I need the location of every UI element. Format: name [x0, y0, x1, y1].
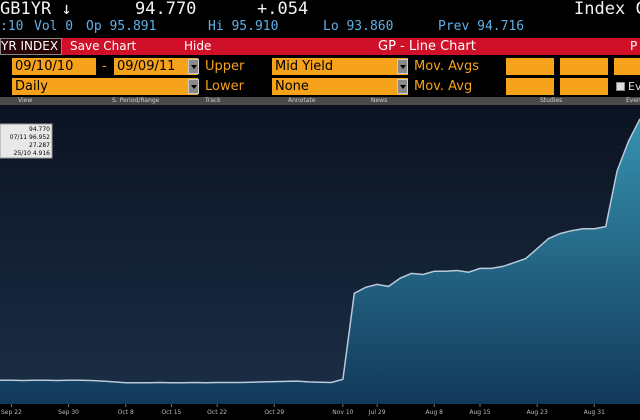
x-tick-label: Aug 8 [426, 409, 444, 416]
quote-prev: Prev 94.716 [438, 19, 525, 34]
x-tick-label: Oct 22 [207, 409, 227, 416]
function-title: GP - Line Chart [378, 39, 476, 54]
x-tick-label: Jul 29 [368, 409, 386, 416]
x-tick-label: Aug 23 [527, 409, 548, 416]
last-price: 94.770 [135, 0, 197, 19]
events-label: Ev [628, 80, 640, 93]
mov-avgs-label: Mov. Avgs [414, 59, 479, 74]
dropdown-arrow[interactable] [188, 59, 199, 74]
tab-label[interactable]: Annotate [288, 97, 316, 104]
tab-label[interactable]: Studies [540, 97, 563, 104]
info-box-text: 27.287 [29, 142, 50, 149]
dropdown-arrow[interactable] [397, 79, 408, 94]
quote-time: :10 [0, 19, 24, 34]
security-tab[interactable]: YR INDEX [0, 38, 62, 55]
upper-field[interactable]: Mid Yield [272, 58, 408, 75]
end-date[interactable]: 09/09/11 [114, 58, 198, 75]
x-tick-label: Aug 15 [469, 409, 490, 416]
x-tick-label: Nov 10 [332, 409, 353, 416]
tab-label[interactable]: S. Period/Range [112, 97, 160, 104]
info-box [0, 123, 53, 159]
lower-label: Lower [205, 79, 244, 94]
tab-label[interactable]: Even [626, 97, 640, 104]
mov-avg-input[interactable] [560, 78, 608, 95]
area [0, 118, 640, 405]
dropdown-arrow[interactable] [397, 59, 408, 74]
quote-open: Op 95.891 [86, 19, 157, 34]
mov-avg-input[interactable] [506, 78, 554, 95]
mov-avg-label: Mov. Avg [414, 79, 473, 94]
x-tick-label: Sep 30 [58, 409, 79, 416]
tab-label[interactable]: View [18, 97, 33, 104]
lower-field[interactable]: None [272, 78, 408, 95]
info-box-text: 25/10 4.916 [14, 150, 51, 157]
mov-avg-input[interactable] [614, 58, 640, 75]
tab-label[interactable]: Track [205, 97, 221, 104]
start-date[interactable]: 09/10/10 [12, 58, 96, 75]
save-chart-button[interactable]: Save Chart [70, 39, 137, 53]
events-checkbox[interactable] [616, 82, 625, 91]
x-axis-strip [0, 404, 640, 420]
info-box-text: 94.770 [29, 126, 50, 133]
toolbar-right: P [630, 39, 638, 53]
chart-tabs [0, 97, 640, 105]
quote-high: Hi 95.910 [208, 19, 279, 34]
x-tick-label: Oct 29 [264, 409, 284, 416]
x-tick-label: Aug 31 [584, 409, 605, 416]
toolbar [0, 38, 640, 55]
date-dash: - [102, 59, 107, 74]
quote-low: Lo 93.860 [323, 19, 394, 34]
ticker: GB1YR ↓ [0, 0, 72, 19]
period-field[interactable]: Daily [12, 78, 198, 95]
tab-label[interactable]: News [371, 97, 388, 104]
quote-volume: Vol 0 [34, 19, 74, 34]
info-box-text: 07/11 96.952 [10, 134, 50, 141]
x-tick-label: Oct 15 [161, 409, 181, 416]
security-type: Index C [574, 0, 640, 19]
mov-avg-input[interactable] [560, 58, 608, 75]
upper-label: Upper [205, 59, 245, 74]
net-change: +.054 [257, 0, 309, 19]
mov-avg-input[interactable] [506, 58, 554, 75]
dropdown-arrow[interactable] [188, 79, 199, 94]
line [0, 118, 640, 384]
x-tick-label: Oct 8 [118, 409, 134, 416]
hide-button[interactable]: Hide [184, 39, 212, 53]
x-tick-label: Sep 22 [1, 409, 22, 416]
